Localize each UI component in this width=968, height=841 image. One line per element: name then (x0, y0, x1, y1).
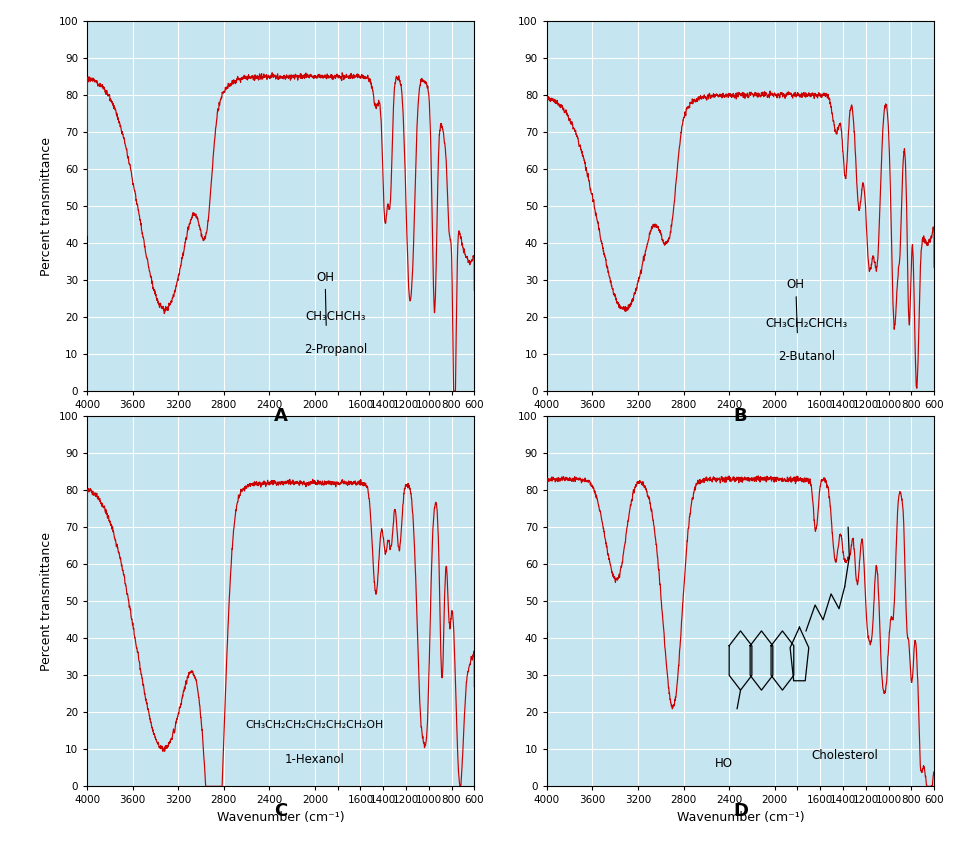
Text: HO: HO (714, 757, 733, 770)
Text: CH₃CH₂CH₂CH₂CH₂CH₂OH: CH₃CH₂CH₂CH₂CH₂CH₂OH (246, 720, 384, 730)
X-axis label: Wavenumber (cm⁻¹): Wavenumber (cm⁻¹) (677, 811, 804, 824)
Y-axis label: Percent transmittance: Percent transmittance (40, 532, 53, 671)
Text: CH₃CH₂CHCH₃: CH₃CH₂CHCH₃ (766, 317, 848, 330)
Text: C: C (274, 802, 287, 820)
Text: A: A (274, 407, 287, 425)
Y-axis label: Percent transmittance: Percent transmittance (40, 136, 53, 276)
Text: 2-Propanol: 2-Propanol (304, 343, 367, 356)
X-axis label: Wavenumber (cm⁻¹): Wavenumber (cm⁻¹) (217, 811, 345, 824)
Text: 1-Hexanol: 1-Hexanol (285, 753, 345, 766)
Text: OH: OH (317, 271, 334, 325)
X-axis label: Wavenumber (cm⁻¹): Wavenumber (cm⁻¹) (677, 415, 804, 429)
Text: D: D (733, 802, 748, 820)
Text: CH₃CHCH₃: CH₃CHCH₃ (305, 309, 366, 323)
Text: B: B (734, 407, 747, 425)
Text: 2-Butanol: 2-Butanol (778, 351, 835, 363)
Text: OH: OH (787, 278, 804, 333)
Text: Cholesterol: Cholesterol (812, 749, 879, 762)
X-axis label: Wavenumber (cm⁻¹): Wavenumber (cm⁻¹) (217, 415, 345, 429)
